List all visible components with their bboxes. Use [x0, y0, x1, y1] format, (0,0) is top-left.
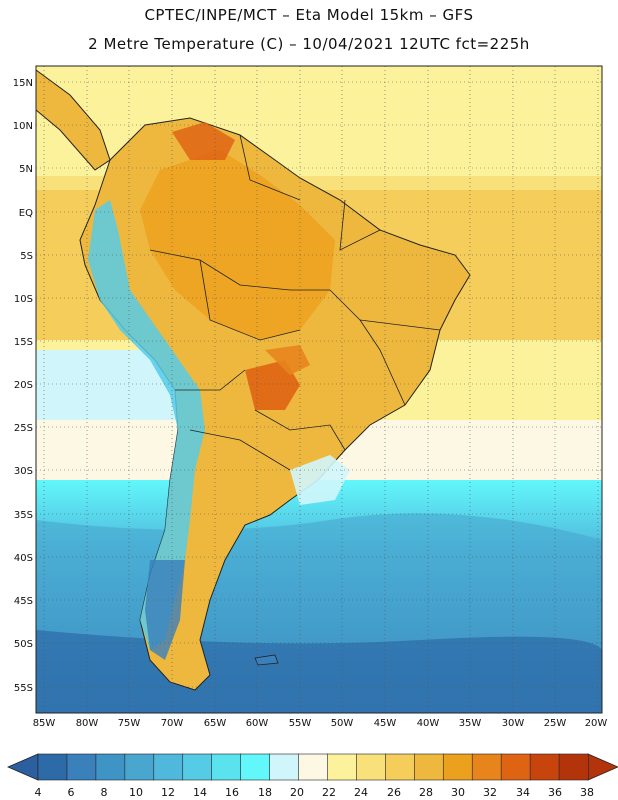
colorbar-label: 6 — [68, 786, 75, 799]
lon-label: 65W — [204, 718, 227, 729]
chart-title-line2: 2 Metre Temperature (C) – 10/04/2021 12U… — [88, 35, 530, 53]
colorbar-label: 12 — [161, 786, 175, 799]
colorbar-label: 8 — [101, 786, 108, 799]
central-america-landmass — [36, 69, 111, 171]
colorbar-label: 26 — [387, 786, 401, 799]
lon-label: 50W — [331, 718, 354, 729]
colorbar-swatch — [442, 753, 473, 781]
uruguay-cool-region — [290, 455, 350, 505]
colorbar-swatch — [356, 753, 386, 781]
colorbar-label: 36 — [548, 786, 562, 799]
colorbar-label: 34 — [516, 786, 530, 799]
lon-label: 30W — [502, 718, 525, 729]
lat-label: 25S — [14, 423, 33, 434]
lat-label: 35S — [14, 510, 33, 521]
colorbar-swatch — [182, 753, 213, 781]
venezuela-hot-spot — [172, 122, 235, 160]
colorbar-swatch — [414, 753, 444, 781]
lon-label: 70W — [161, 718, 184, 729]
colorbar-swatch — [124, 753, 155, 781]
lon-label: 85W — [33, 718, 56, 729]
lon-label: 75W — [118, 718, 141, 729]
lat-label: 30S — [14, 466, 33, 477]
lat-label: 40S — [14, 553, 33, 564]
lon-label: 55W — [289, 718, 312, 729]
lon-label: 35W — [459, 718, 482, 729]
longitude-axis: 85W 80W 75W 70W 65W 60W 55W 50W 45W 40W … — [33, 718, 608, 729]
colorbar-swatch — [240, 753, 271, 781]
colorbar-label: 14 — [193, 786, 207, 799]
colorbar-swatch — [211, 753, 242, 781]
pantanal-hot-spot — [265, 345, 310, 375]
colorbar-label: 22 — [322, 786, 336, 799]
patagonia-cool-region — [145, 560, 185, 660]
lat-label: 10N — [13, 121, 33, 132]
colorbar-label: 32 — [483, 786, 497, 799]
colorbar-label: 38 — [580, 786, 594, 799]
colorbar-high-arrow — [587, 753, 618, 781]
lat-label: 15N — [13, 78, 33, 89]
map-plot-area — [36, 66, 602, 713]
colorbar-label: 16 — [225, 786, 239, 799]
colorbar-swatch — [153, 753, 184, 781]
lon-label: 45W — [374, 718, 397, 729]
colorbar-label: 10 — [129, 786, 143, 799]
colorbar-swatch — [500, 753, 531, 781]
lon-label: 20W — [585, 718, 608, 729]
lat-label: 5S — [20, 251, 33, 262]
colorbar-swatch — [37, 753, 68, 781]
lat-label: 5N — [19, 164, 33, 175]
country-borders — [149, 134, 441, 471]
lon-label: 40W — [417, 718, 440, 729]
lat-label: 45S — [14, 596, 33, 607]
latitude-axis: 15N 10N 5N EQ 5S 10S 15S 20S 25S 30S 35S… — [13, 78, 33, 694]
colorbar-swatch — [529, 753, 560, 781]
amazon-warm-region — [140, 150, 335, 340]
lat-label: EQ — [19, 208, 33, 219]
lat-label: 20S — [14, 380, 33, 391]
colorbar-swatch — [558, 753, 589, 781]
lon-label: 60W — [246, 718, 269, 729]
colorbar-swatch — [269, 753, 300, 781]
map-frame — [35, 65, 603, 714]
colorbar-swatch — [95, 753, 126, 781]
chart-title-line1: CPTEC/INPE/MCT – Eta Model 15km – GFS — [144, 6, 474, 24]
lat-label: 15S — [14, 337, 33, 348]
lat-label: 50S — [14, 639, 33, 650]
chaco-hot-spot — [245, 360, 300, 410]
colorbar-low-arrow — [6, 753, 39, 781]
colorbar-label: 18 — [258, 786, 272, 799]
lon-label: 25W — [544, 718, 567, 729]
lon-label: 80W — [76, 718, 99, 729]
colorbar-label: 20 — [290, 786, 304, 799]
colorbar-label: 4 — [35, 786, 42, 799]
colorbar-label: 28 — [419, 786, 433, 799]
colorbar: 4 6 8 10 12 14 16 18 20 22 24 26 28 30 3… — [6, 753, 618, 799]
colorbar-swatch — [327, 753, 358, 781]
colorbar-swatch — [298, 753, 329, 781]
andes-cool-strip — [88, 200, 205, 650]
colorbar-swatch — [471, 753, 502, 781]
lat-label: 55S — [14, 683, 33, 694]
colorbar-swatch — [385, 753, 415, 781]
lat-label: 10S — [14, 294, 33, 305]
colorbar-label: 30 — [451, 786, 465, 799]
colorbar-label: 24 — [354, 786, 368, 799]
colorbar-swatch — [66, 753, 97, 781]
